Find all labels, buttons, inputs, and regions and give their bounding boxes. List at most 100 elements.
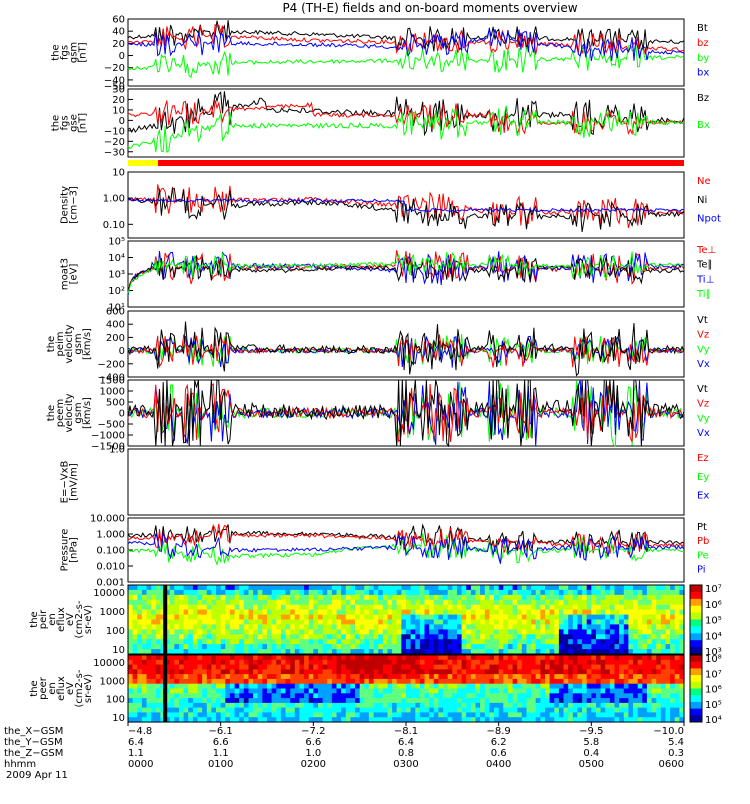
spectrogram-cell [596, 702, 602, 709]
spectrogram-cell [406, 634, 412, 640]
spectrogram-cell [318, 629, 324, 635]
spectrogram-cell [174, 683, 180, 690]
spectrogram-cell [285, 599, 291, 606]
spectrogram-cell [276, 585, 282, 591]
spectrogram-cell [276, 634, 282, 640]
spectrogram-cell [507, 585, 514, 591]
spectrogram-cell [331, 664, 338, 670]
x-tick-label: −4.8 [128, 726, 152, 737]
x-axis-row-label: hhmm [4, 759, 36, 770]
spectrogram-cell [160, 678, 166, 685]
x-tick-label: 5.8 [583, 737, 599, 748]
spectrogram-cell [234, 702, 240, 709]
spectrogram-cell [165, 674, 171, 680]
spectrogram-cell [387, 674, 393, 680]
spectrogram-cell [132, 669, 138, 675]
spectrogram-cell [494, 639, 500, 645]
spectrogram-cell [549, 702, 555, 709]
colorbar-segment [690, 626, 702, 634]
spectrogram-cell [656, 599, 662, 606]
spectrogram-cell [489, 698, 495, 704]
spectrogram-cell [169, 669, 175, 675]
spectrogram-cell [457, 644, 463, 650]
spectrogram-cell [313, 655, 319, 661]
spectrogram-cell [591, 712, 597, 718]
spectrogram-cell [586, 634, 592, 640]
spectrogram-cell [429, 707, 435, 713]
spectrogram-cell [438, 639, 444, 645]
spectrogram-cell [355, 688, 361, 694]
spectrogram-cell [373, 594, 379, 601]
spectrogram-cell [619, 702, 625, 709]
spectrogram-cell [457, 614, 463, 621]
spectrogram-cell [540, 585, 546, 591]
spectrogram-cell [679, 702, 685, 709]
spectrogram-cell [531, 674, 537, 680]
spectrogram-cell [406, 599, 412, 606]
spectrogram-cell [665, 717, 671, 723]
spectrogram-cell [526, 594, 532, 601]
spectrogram-cell [299, 599, 305, 606]
spectrogram-cell [535, 629, 541, 635]
spectrogram-cell [517, 629, 523, 635]
spectrogram-cell [146, 629, 152, 635]
spectrogram-cell [674, 609, 680, 616]
spectrogram-cell [415, 698, 421, 704]
spectrogram-cell [160, 644, 166, 650]
spectrogram-cell [373, 609, 379, 616]
spectrogram-cell [438, 674, 444, 680]
spectrogram-cell [549, 619, 555, 625]
spectrogram-cell [410, 669, 416, 675]
spectrogram-cell [382, 599, 388, 606]
spectrogram-cell [498, 669, 504, 675]
spectrogram-cell [614, 717, 620, 723]
spectrogram-cell [192, 674, 199, 680]
spectrogram-cell [600, 629, 606, 635]
spectrogram-cell [183, 655, 189, 661]
spectrogram-cell [665, 609, 671, 616]
spectrogram-cell [257, 585, 263, 591]
spectrogram-cell [243, 609, 249, 616]
spectrogram-cell [151, 619, 157, 625]
spectrogram-cell [545, 707, 551, 713]
spectrogram-cell [216, 669, 222, 675]
spectrogram-cell [285, 659, 291, 666]
spectrogram-cell [614, 698, 620, 704]
spectrogram-cell [262, 698, 268, 704]
spectrogram-cell [271, 693, 277, 699]
spectrogram-cell [392, 614, 398, 621]
spectrogram-cell [670, 698, 676, 704]
spectrogram-cell [494, 683, 500, 690]
spectrogram-cell [507, 678, 514, 685]
spectrogram-cell [183, 674, 189, 680]
spectrogram-cell [327, 629, 333, 635]
spectrogram-cell [526, 683, 532, 690]
spectrogram-cell [216, 594, 222, 601]
spectrogram-cell [503, 683, 509, 690]
spectrogram-cell [141, 599, 148, 606]
spectrogram-cell [290, 712, 296, 718]
spectrogram-cell [660, 624, 666, 630]
spectrogram-cell [447, 599, 453, 606]
spectrogram-cell [670, 629, 676, 635]
spectrogram-cell [271, 639, 277, 645]
spectrogram-cell [174, 702, 180, 709]
spectrogram-cell [267, 604, 273, 611]
spectrogram-cell [257, 688, 263, 694]
spectrogram-cell [461, 629, 467, 635]
spectrogram-cell [239, 644, 245, 650]
spectrogram-cell [327, 639, 333, 645]
spectrogram-cell [642, 649, 648, 655]
y-axis-label: [mV/m] [69, 463, 80, 501]
spectrogram-cell [568, 717, 574, 723]
y-axis-label: the [29, 611, 40, 627]
spectrogram-cell [429, 585, 435, 591]
spectrogram-cell [545, 649, 551, 655]
spectrogram-cell [188, 678, 194, 685]
spectrogram-cell [206, 674, 212, 680]
spectrogram-cell [285, 629, 291, 635]
spectrogram-cell [318, 712, 324, 718]
spectrogram-cell [248, 599, 254, 606]
spectrogram-cell [313, 614, 319, 621]
y-tick-label: 100 [106, 695, 125, 706]
